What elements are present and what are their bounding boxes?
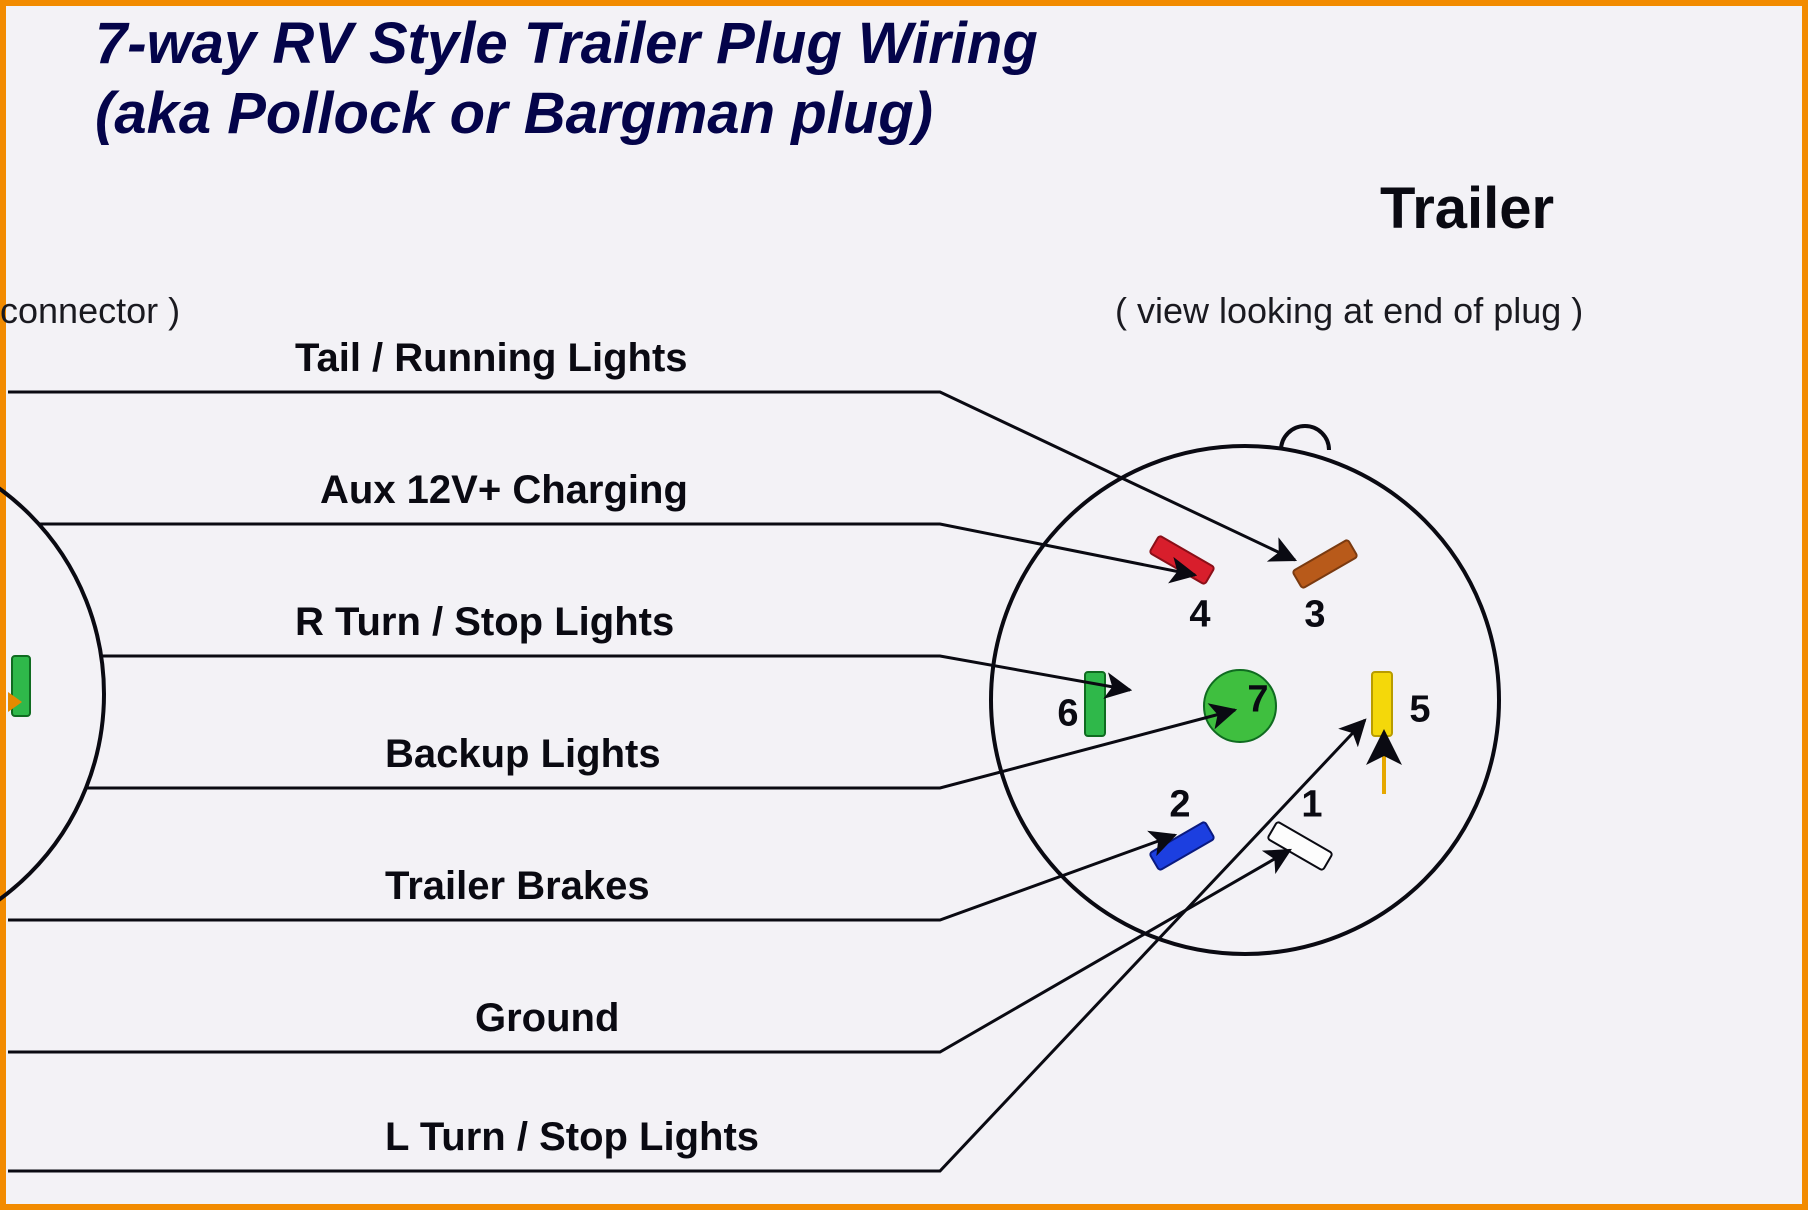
pin-label-1: 1 xyxy=(1301,784,1322,827)
label-aux: Aux 12V+ Charging xyxy=(320,468,688,513)
pin-label-7: 7 xyxy=(1247,679,1268,722)
title-line1: 7-way RV Style Trailer Plug Wiring xyxy=(95,10,1038,77)
label-brakes: Trailer Brakes xyxy=(385,864,650,909)
pin-5 xyxy=(1372,672,1392,736)
label-lturn: L Turn / Stop Lights xyxy=(385,1115,759,1160)
pin-label-5: 5 xyxy=(1409,689,1430,732)
trailer-header: Trailer xyxy=(1380,175,1554,242)
label-ground: Ground xyxy=(475,996,619,1041)
pin-label-3: 3 xyxy=(1304,594,1325,637)
pin-label-4: 4 xyxy=(1189,594,1210,637)
title-line2: (aka Pollock or Bargman plug) xyxy=(95,80,933,147)
label-tail: Tail / Running Lights xyxy=(295,336,688,381)
pin-label-2: 2 xyxy=(1169,784,1190,827)
label-rturn: R Turn / Stop Lights xyxy=(295,600,674,645)
diagram-frame: 7-way RV Style Trailer Plug Wiring (aka … xyxy=(0,0,1808,1210)
connector-caption: connector ) xyxy=(0,290,180,332)
label-backup: Backup Lights xyxy=(385,732,661,777)
pin-label-6: 6 xyxy=(1057,693,1078,736)
trailer-caption: ( view looking at end of plug ) xyxy=(1115,290,1583,332)
